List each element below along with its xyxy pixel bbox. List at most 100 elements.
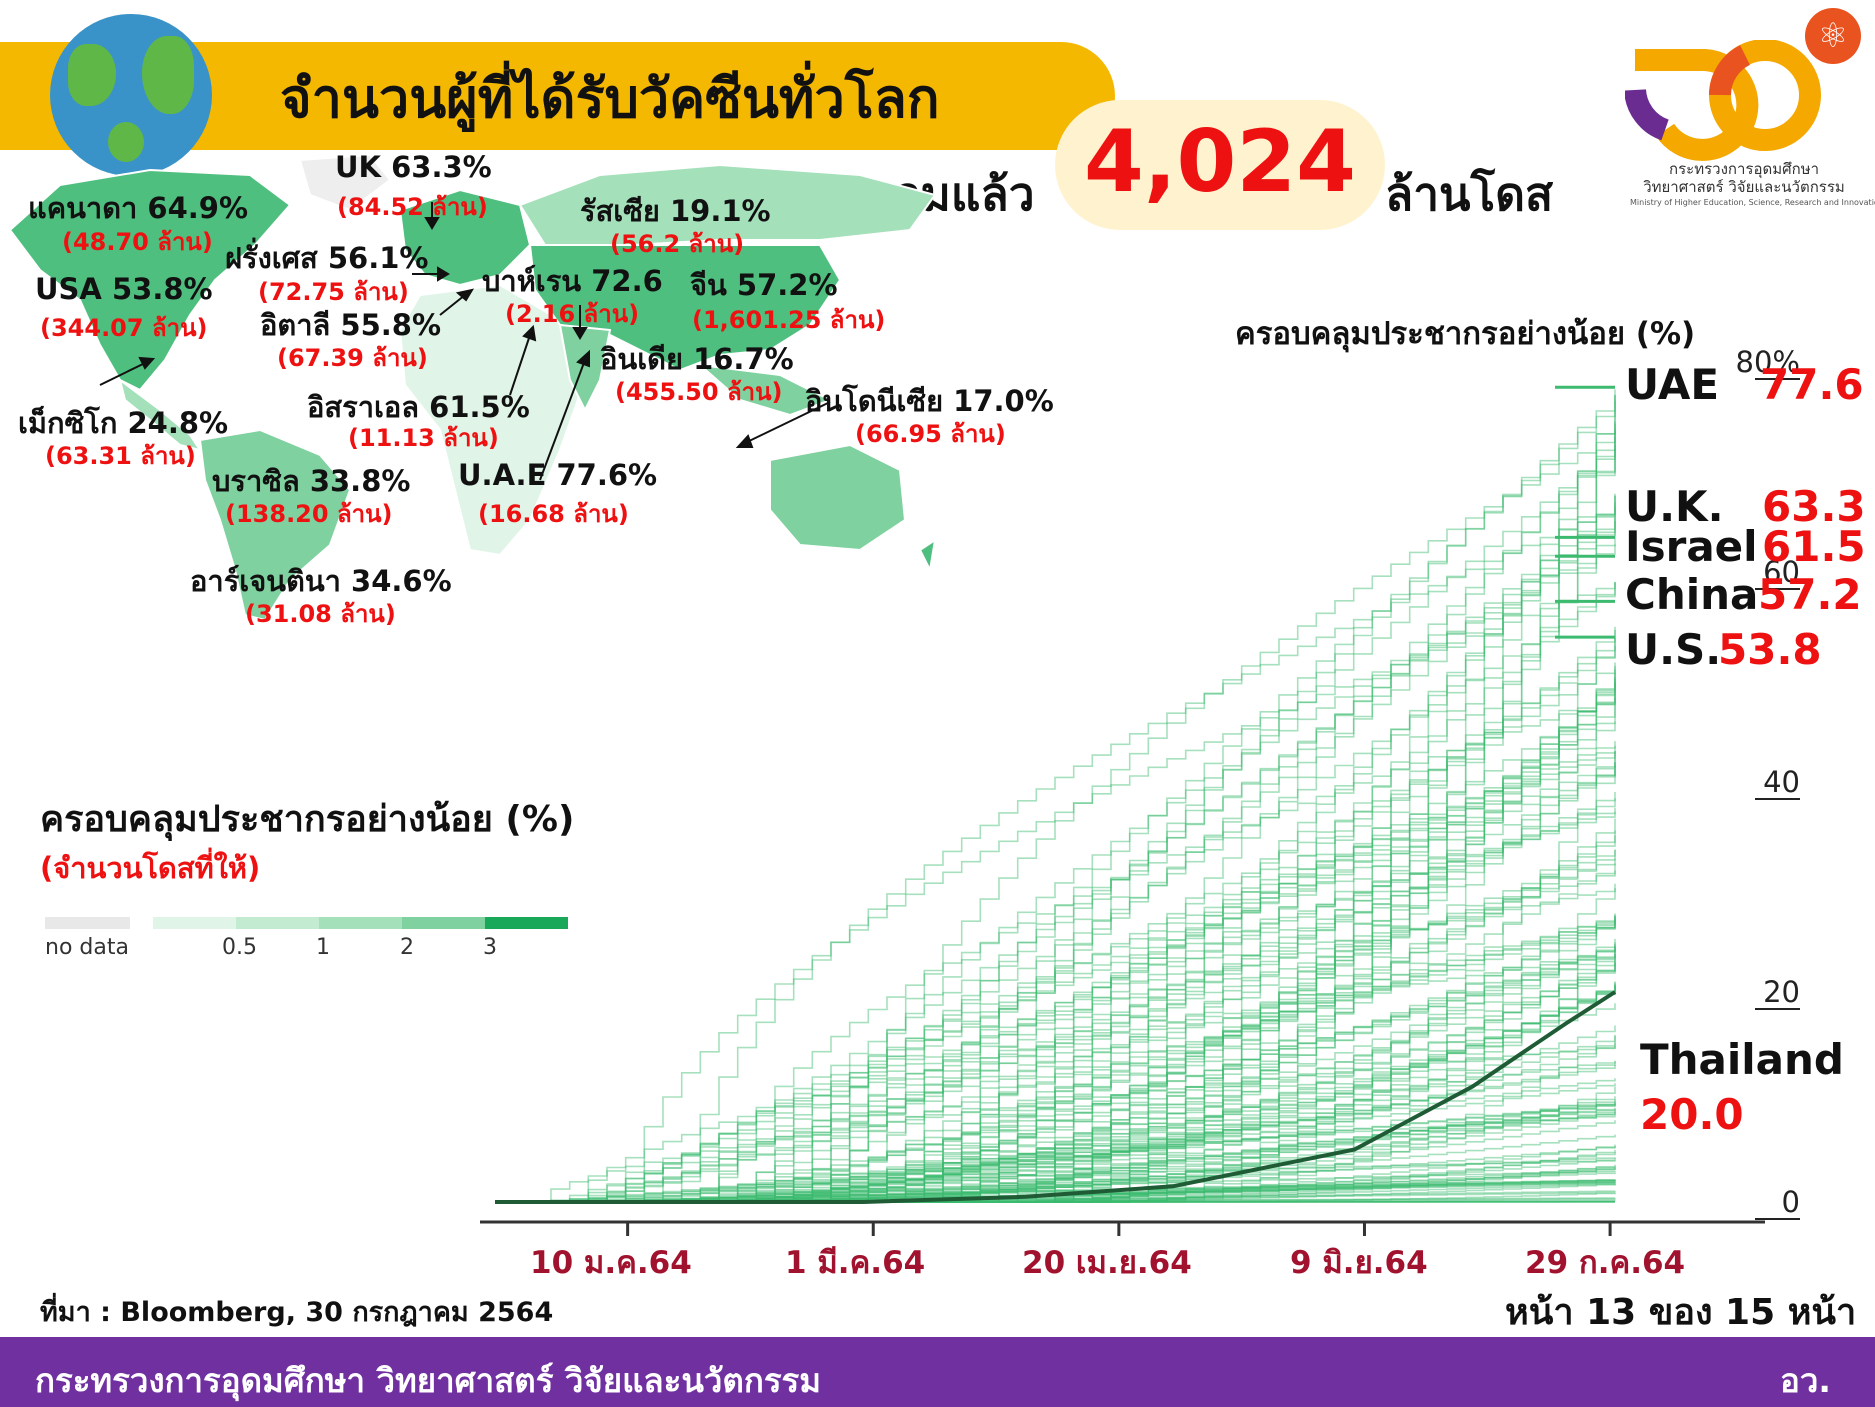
map-doses-uae: (16.68 ล้าน) [478,500,629,528]
country-value-uk: 63.3 [1762,482,1866,531]
legend-swatch-2 [236,917,319,929]
country-line [495,1102,1616,1203]
map-label-brazil: บราซิล 33.8% [212,464,411,498]
total-value: 4,024 [1083,112,1357,212]
map-india [558,323,612,413]
legend-swatch-4 [402,917,485,929]
country-line [495,811,1616,1203]
legend-swatch-5 [485,917,568,929]
map-doses-mexico: (63.31 ล้าน) [45,442,196,470]
x-tick-label: 20 เม.ย.64 [1022,1245,1192,1281]
country-line [495,1046,1616,1203]
y-tick-label: 80% [1736,345,1800,379]
y-tick-label: 40 [1763,765,1800,799]
y-tick-label: 0 [1782,1185,1800,1219]
map-doses-usa: (344.07 ล้าน) [40,314,208,342]
map-label-uae: U.A.E 77.6% [458,458,658,492]
x-tick-label: 9 มิ.ย.64 [1290,1245,1428,1281]
country-line [495,502,1616,1203]
legend-label-no-data: no data [45,935,129,960]
country-line [495,1160,1616,1203]
country-value-china: 57.2 [1758,570,1862,619]
map-doses-uk: (84.52 ล้าน) [337,193,488,221]
footer-ministry: กระทรวงการอุดมศึกษา วิทยาศาสตร์ วิจัยและ… [35,1361,822,1400]
country-line [495,1181,1616,1203]
legend-tick-2: 1 [316,935,330,960]
country-line [495,919,1616,1203]
ministry-name-line1: กระทรวงการอุดมศึกษา [1669,160,1819,178]
legend-title: ครอบคลุมประชากรอย่างน้อย (%) [40,799,575,840]
country-label-us: U.S. [1625,625,1722,674]
country-line [495,437,1616,1203]
country-line [495,400,1616,1203]
map-label-indonesia: อินโดนีเซีย 17.0% [805,384,1054,418]
country-label-uk: U.K. [1625,482,1724,531]
map-label-bahrain: บาห์เรน 72.6 [482,264,663,298]
map-arrows [99,202,831,481]
footer-abbr: อว. [1780,1361,1831,1400]
country-line [495,1083,1616,1203]
map-doses-canada: (48.70 ล้าน) [62,228,213,256]
country-line [495,835,1616,1203]
total-unit: ล้านโดส [1385,167,1554,221]
ministry-name-line2: วิทยาศาสตร์ วิจัยและนวัตกรรม [1643,178,1845,196]
map-label-mexico: เม็กซิโก 24.8% [18,406,229,440]
country-line [495,521,1616,1203]
country-line [495,645,1616,1203]
country-line [495,1115,1616,1203]
total-pill [1055,100,1385,230]
footer-bar [0,1337,1875,1407]
x-tick-label: 10 ม.ค.64 [530,1245,692,1281]
country-line [495,507,1616,1203]
ministry-name-en: Ministry of Higher Education, Science, R… [1630,198,1875,207]
page-title: จำนวนผู้ที่ได้รับวัคซีนทั่วโลก [280,67,940,130]
map-southeast-asia [696,363,833,417]
country-line [495,1157,1616,1203]
map-doses-china: (1,601.25 ล้าน) [692,306,886,334]
country-line [495,962,1616,1203]
map-label-uk: UK 63.3% [335,150,492,184]
country-value-thailand: 20.0 [1640,1090,1744,1139]
map-greenland [298,153,392,212]
country-line [495,942,1616,1203]
country-line [495,683,1616,1203]
map-new-zealand [918,537,937,574]
globe-icon [50,14,212,176]
map-south-america [198,428,352,622]
map-doses-india: (455.50 ล้าน) [615,378,783,406]
country-line [495,1003,1616,1203]
country-label-thailand: Thailand [1640,1035,1844,1084]
y-tick-label: 20 [1763,975,1800,1009]
country-line [495,915,1616,1203]
country-line [495,1025,1616,1203]
country-line [495,1103,1616,1203]
country-line [495,696,1616,1203]
map-doses-russia: (56.2 ล้าน) [610,230,745,258]
country-lines [495,389,1616,1203]
country-line [495,1036,1616,1203]
map-label-russia: รัสเซีย 19.1% [580,194,771,228]
map-doses-israel: (11.13 ล้าน) [348,424,499,452]
y-tick-label: 60 [1763,555,1800,589]
coverage-chart: 0 20 40 60 80% [480,345,1800,1236]
map-label-israel: อิสราเอล 61.5% [307,390,530,424]
country-line [495,582,1616,1203]
country-line [495,954,1616,1203]
country-line [495,1061,1616,1203]
country-line [495,751,1616,1203]
country-line [495,850,1616,1203]
map-doses-italy: (67.39 ล้าน) [277,344,428,372]
country-label-israel: Israel [1625,522,1758,571]
country-label-uae: UAE [1625,360,1720,409]
country-line [495,922,1616,1203]
country-label-china: China [1625,570,1759,619]
x-tick-label: 1 มี.ค.64 [785,1245,926,1281]
country-value-uae: 77.6 [1760,360,1864,409]
country-line [495,1078,1616,1203]
map-central-america [118,377,203,452]
legend-tick-1: 0.5 [222,935,257,960]
ministry-logo [1625,40,1821,161]
country-line [495,870,1616,1203]
chart-title: ครอบคลุมประชากรอย่างน้อย (%) [1235,316,1696,352]
country-line [495,745,1616,1203]
